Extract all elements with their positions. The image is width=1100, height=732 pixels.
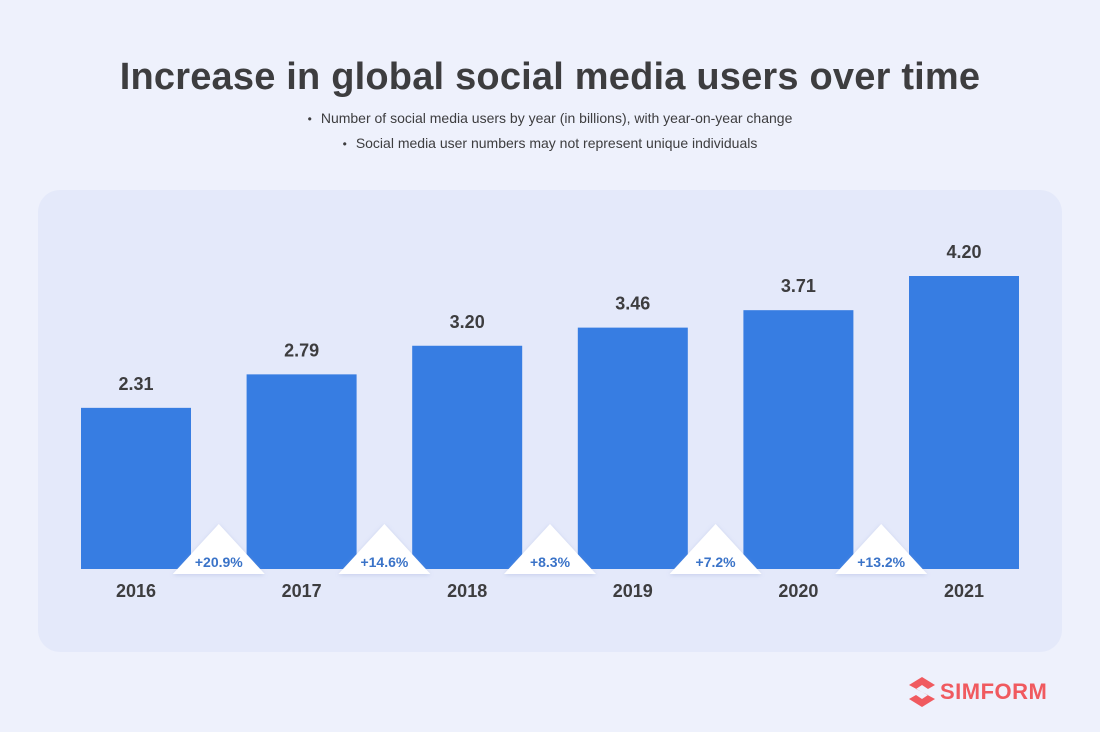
change-badge-1 bbox=[172, 524, 265, 574]
change-label-4: +7.2% bbox=[696, 554, 737, 570]
bar-2020 bbox=[743, 310, 854, 569]
changes-layer: +20.9% +14.6% +8.3% +7.2% +13.2% bbox=[172, 524, 928, 574]
bar-2016 bbox=[81, 407, 191, 569]
value-label-2018: 3.20 bbox=[450, 312, 485, 332]
change-label-3: +8.3% bbox=[530, 554, 571, 570]
subtitle-text-1: Number of social media users by year (in… bbox=[320, 110, 793, 126]
change-badge-4 bbox=[669, 524, 762, 574]
change-badge-3 bbox=[504, 524, 596, 574]
bar-2021 bbox=[909, 276, 1019, 569]
category-label-2017: 2017 bbox=[282, 581, 322, 601]
subtitle-line-2: • Social media user numbers may not repre… bbox=[0, 135, 1100, 151]
category-label-2019: 2019 bbox=[613, 581, 653, 601]
change-label-2: +14.6% bbox=[360, 554, 408, 570]
bar-2019 bbox=[577, 327, 688, 569]
value-label-2019: 3.46 bbox=[615, 294, 650, 314]
logo-text: SIMFORM bbox=[940, 679, 1048, 704]
category-label-2021: 2021 bbox=[944, 581, 984, 601]
bullet-2: • bbox=[342, 137, 347, 151]
value-label-2021: 4.20 bbox=[946, 242, 981, 262]
simform-logo-icon bbox=[909, 677, 935, 707]
bullet-1: • bbox=[307, 112, 312, 126]
category-label-2020: 2020 bbox=[778, 581, 818, 601]
simform-logo: SIMFORM bbox=[908, 676, 1047, 708]
bar-2018 bbox=[412, 345, 523, 569]
chart-title: Increase in global social media users ov… bbox=[119, 56, 981, 98]
change-label-1: +20.9% bbox=[195, 554, 243, 570]
value-label-2016: 2.31 bbox=[118, 374, 153, 394]
category-label-2016: 2016 bbox=[116, 581, 156, 601]
value-label-2020: 3.71 bbox=[781, 276, 816, 296]
change-badge-5 bbox=[835, 524, 928, 574]
value-label-2017: 2.79 bbox=[284, 340, 319, 360]
subtitle-text-2: Social media user numbers may not repres… bbox=[355, 135, 758, 151]
bars-layer bbox=[81, 276, 1019, 569]
category-label-2018: 2018 bbox=[447, 581, 487, 601]
labels-layer: 2.31 2016 2.79 2017 3.20 2018 3.46 2019 3.71 2020… bbox=[116, 242, 984, 601]
subtitle-line-1: • Number of social media users by year (i… bbox=[0, 110, 1100, 126]
chart-panel bbox=[38, 190, 1062, 652]
bar-2017 bbox=[246, 374, 357, 569]
change-badge-2 bbox=[338, 524, 431, 574]
change-label-5: +13.2% bbox=[857, 554, 905, 570]
